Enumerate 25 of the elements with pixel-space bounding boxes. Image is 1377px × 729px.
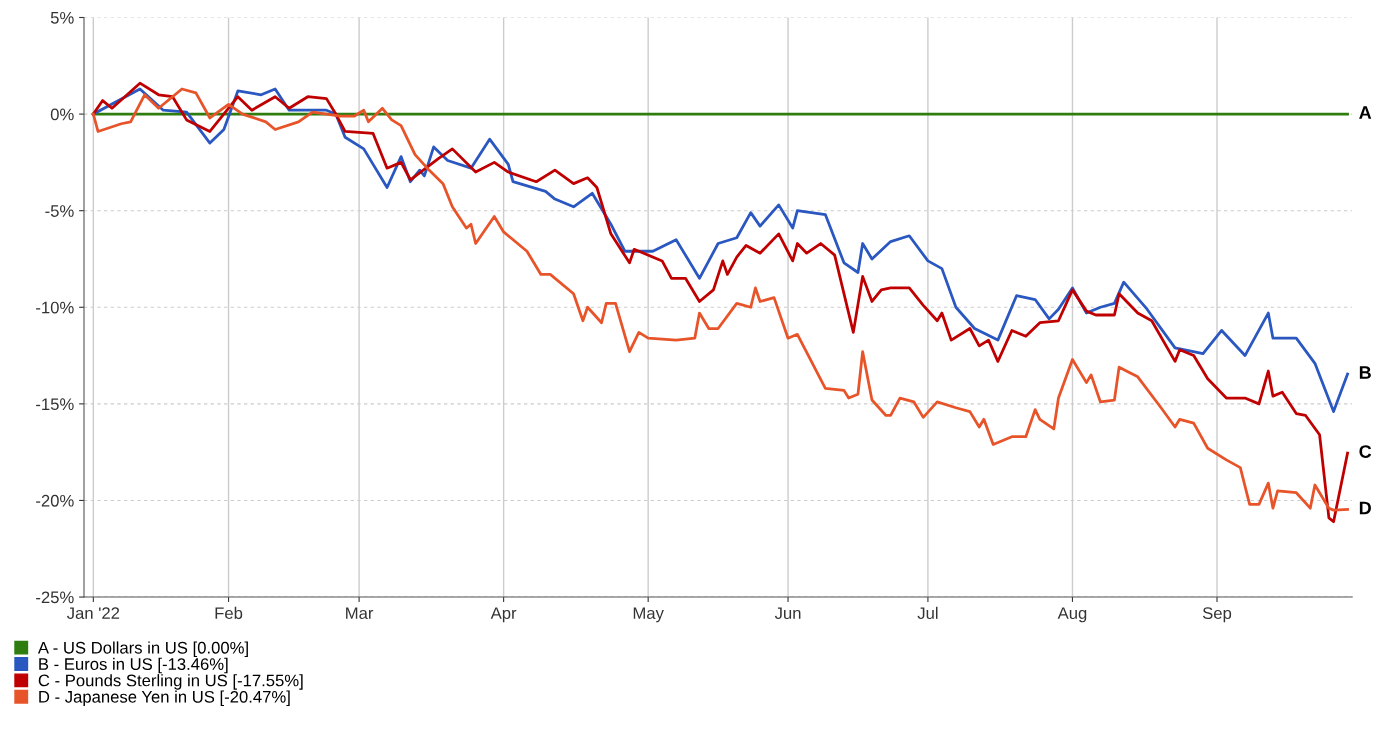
- y-tick-label: -25%: [36, 591, 74, 604]
- legend-label: C - Pounds Sterling in US [-17.55%]: [38, 674, 303, 690]
- y-tick-label: 5%: [50, 11, 74, 24]
- x-tick-label: Jan '22: [66, 607, 120, 620]
- x-tick-label: Jul: [917, 606, 938, 620]
- y-tick-label: -5%: [45, 205, 74, 217]
- legend-label: B - Euros in US [-13.46%]: [39, 657, 228, 674]
- x-tick-label: Jun: [774, 607, 801, 620]
- annotation: D: [1359, 501, 1371, 515]
- x-tick-label: May: [633, 607, 664, 623]
- x-tick-label: Sep: [1202, 607, 1232, 623]
- legend-label: A - US Dollars in US [0.00%]: [37, 641, 248, 657]
- x-tick-label: Mar: [346, 607, 374, 620]
- y-tick-label: 0%: [50, 108, 74, 121]
- annotation: C: [1359, 445, 1372, 458]
- line-series: [91, 87, 1349, 413]
- x-tick-label: Apr: [490, 607, 517, 623]
- y-tick-label: -10%: [36, 301, 74, 314]
- annotation: B: [1359, 366, 1371, 379]
- x-tick-label: Feb: [215, 606, 243, 620]
- y-tick-label: -15%: [36, 398, 74, 411]
- x-tick-label: Aug: [1057, 607, 1087, 623]
- y-tick-label: -20%: [36, 494, 74, 507]
- legend-label: D - Japanese Yen in US [-20.47%]: [39, 690, 290, 707]
- annotation: A: [1359, 106, 1372, 119]
